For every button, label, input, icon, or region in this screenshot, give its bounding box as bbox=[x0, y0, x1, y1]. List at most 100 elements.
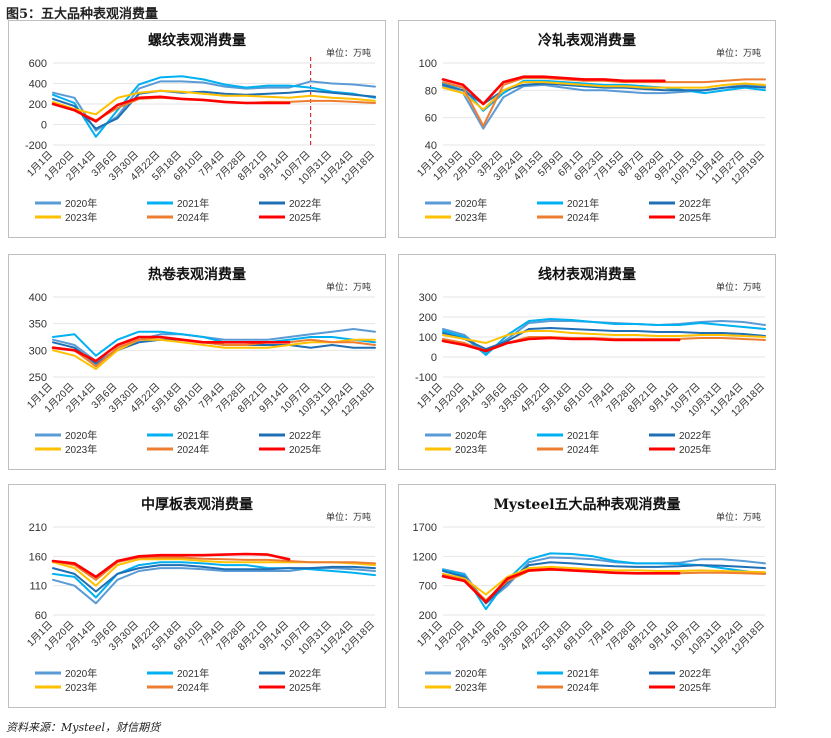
unit-label: 单位：万吨 bbox=[716, 281, 761, 293]
y-tick-label: 60 bbox=[35, 610, 47, 622]
y-tick-label: 300 bbox=[29, 345, 47, 357]
series-line-2022年 bbox=[442, 561, 766, 605]
legend-label: 2021年 bbox=[567, 667, 599, 680]
chart-panel-rebar: 螺纹表观消费量 单位：万吨 -200 0 200 400 600 1月1日 1月20日 2月14日… bbox=[8, 20, 386, 238]
y-tick-label: -200 bbox=[25, 140, 47, 152]
chart-panel-plate: 中厚板表观消费量 单位：万吨 60 110 160 210 1月1日 1月20日 2月14日 3月… bbox=[8, 484, 386, 708]
legend-label: 2024年 bbox=[567, 443, 599, 456]
chart-panel-wire: 线材表观消费量 单位：万吨 -100 0 100 200 300 1月1日 1月20日 2月14日… bbox=[398, 254, 776, 470]
legend-label: 2024年 bbox=[177, 211, 209, 224]
series-line-2023年 bbox=[442, 330, 766, 344]
legend-label: 2023年 bbox=[455, 211, 487, 224]
y-tick-label: 250 bbox=[29, 372, 47, 384]
chart-panel-hotroll: 热卷表观消费量 单位：万吨 250 300 350 400 1月1日 1月20日 2月14日 3月… bbox=[8, 254, 386, 470]
legend-label: 2020年 bbox=[455, 667, 487, 680]
legend-label: 2023年 bbox=[65, 443, 97, 456]
y-tick-label: 0 bbox=[431, 352, 437, 364]
chart-svg-rebar: 螺纹表观消费量单位：万吨-20002004006001月1日1月20日2月14日… bbox=[25, 32, 377, 224]
series-line-2021年 bbox=[52, 561, 376, 599]
chart-svg-total: Mysteel五大品种表观消费量单位：万吨200700120017001月1日1… bbox=[413, 496, 768, 694]
series-line-2023年 bbox=[442, 565, 766, 596]
series-line-2025年 bbox=[51, 335, 291, 363]
chart-svg-coldroll: 冷轧表观消费量单位：万吨4060801001月1日1月19日2月10日3月2日3… bbox=[415, 32, 767, 224]
y-tick-label: 350 bbox=[29, 319, 47, 331]
chart-svg-wire: 线材表观消费量单位：万吨-10001002003001月1日1月20日2月14日… bbox=[415, 266, 767, 456]
series-line-2022年 bbox=[442, 82, 766, 105]
legend-label: 2025年 bbox=[289, 211, 321, 224]
legend-label: 2021年 bbox=[177, 667, 209, 680]
series-line-2025年 bbox=[441, 336, 681, 353]
legend-label: 2022年 bbox=[289, 429, 321, 442]
y-tick-label: 200 bbox=[29, 99, 47, 111]
y-tick-label: 100 bbox=[419, 332, 437, 344]
y-tick-label: 60 bbox=[425, 113, 437, 125]
y-tick-label: 80 bbox=[425, 85, 437, 97]
legend-label: 2021年 bbox=[567, 197, 599, 210]
series-line-2022年 bbox=[52, 89, 376, 130]
y-tick-label: 0 bbox=[41, 120, 47, 132]
series-line-2025年 bbox=[51, 95, 291, 123]
unit-label: 单位：万吨 bbox=[716, 511, 761, 523]
y-tick-label: 210 bbox=[29, 522, 47, 534]
y-tick-label: 160 bbox=[29, 551, 47, 563]
legend-label: 2025年 bbox=[289, 443, 321, 456]
legend-label: 2025年 bbox=[679, 681, 711, 694]
chart-svg-hotroll: 热卷表观消费量单位：万吨2503003504001月1日1月20日2月14日3月… bbox=[25, 266, 377, 456]
series-line-2023年 bbox=[52, 89, 376, 116]
series-line-2024年 bbox=[52, 336, 376, 368]
legend-label: 2025年 bbox=[679, 443, 711, 456]
series-line-2020年 bbox=[52, 80, 376, 132]
legend-label: 2022年 bbox=[679, 429, 711, 442]
series-line-2020年 bbox=[52, 328, 376, 362]
legend-label: 2022年 bbox=[289, 197, 321, 210]
legend-label: 2023年 bbox=[455, 681, 487, 694]
legend-label: 2022年 bbox=[679, 197, 711, 210]
series-line-2025年 bbox=[441, 567, 681, 604]
legend-label: 2025年 bbox=[679, 211, 711, 224]
series-line-2022年 bbox=[442, 327, 766, 350]
y-tick-label: 600 bbox=[29, 58, 47, 70]
series-line-2021年 bbox=[52, 330, 376, 357]
series-line-2022年 bbox=[52, 564, 376, 593]
y-tick-label: 1200 bbox=[413, 551, 437, 563]
series-line-2025年 bbox=[51, 552, 291, 579]
legend-label: 2023年 bbox=[65, 681, 97, 694]
legend-label: 2020年 bbox=[455, 429, 487, 442]
series-line-2024年 bbox=[442, 77, 766, 127]
legend-label: 2023年 bbox=[455, 443, 487, 456]
series-line-2024年 bbox=[52, 556, 376, 581]
legend-label: 2024年 bbox=[177, 443, 209, 456]
y-tick-label: 200 bbox=[419, 312, 437, 324]
legend-label: 2022年 bbox=[289, 667, 321, 680]
chart-title: 中厚板表观消费量 bbox=[141, 496, 253, 513]
series-line-2025年 bbox=[441, 75, 666, 106]
chart-title: 线材表观消费量 bbox=[538, 266, 636, 283]
chart-panel-total: Mysteel五大品种表观消费量 单位：万吨 200 700 1200 1700 1月1日 1… bbox=[398, 484, 776, 708]
figure-title: 图5：五大品种表观消费量 bbox=[6, 7, 159, 22]
y-tick-label: 400 bbox=[29, 292, 47, 304]
y-tick-label: 300 bbox=[419, 292, 437, 304]
y-tick-label: 200 bbox=[419, 610, 437, 622]
legend-label: 2024年 bbox=[177, 681, 209, 694]
chart-title: 冷轧表观消费量 bbox=[538, 32, 636, 49]
unit-label: 单位：万吨 bbox=[326, 281, 371, 293]
unit-label: 单位：万吨 bbox=[326, 511, 371, 523]
chart-title: Mysteel五大品种表观消费量 bbox=[493, 496, 680, 513]
legend-label: 2021年 bbox=[177, 197, 209, 210]
legend-label: 2022年 bbox=[679, 667, 711, 680]
legend-label: 2023年 bbox=[65, 211, 97, 224]
y-tick-label: 700 bbox=[419, 581, 437, 593]
legend-label: 2020年 bbox=[65, 429, 97, 442]
chart-panel-coldroll: 冷轧表观消费量 单位：万吨 40 60 80 100 1月1日 1月19日 2月10日 3月2日 3… bbox=[398, 20, 776, 238]
legend-label: 2024年 bbox=[567, 211, 599, 224]
legend-label: 2020年 bbox=[455, 197, 487, 210]
y-tick-label: 1700 bbox=[413, 522, 437, 534]
legend-label: 2025年 bbox=[289, 681, 321, 694]
chart-title: 热卷表观消费量 bbox=[148, 266, 246, 283]
legend-label: 2024年 bbox=[567, 681, 599, 694]
y-tick-label: -100 bbox=[415, 372, 437, 384]
unit-label: 单位：万吨 bbox=[716, 47, 761, 59]
legend-label: 2020年 bbox=[65, 197, 97, 210]
y-tick-label: 40 bbox=[425, 140, 437, 152]
y-tick-label: 100 bbox=[419, 58, 437, 70]
